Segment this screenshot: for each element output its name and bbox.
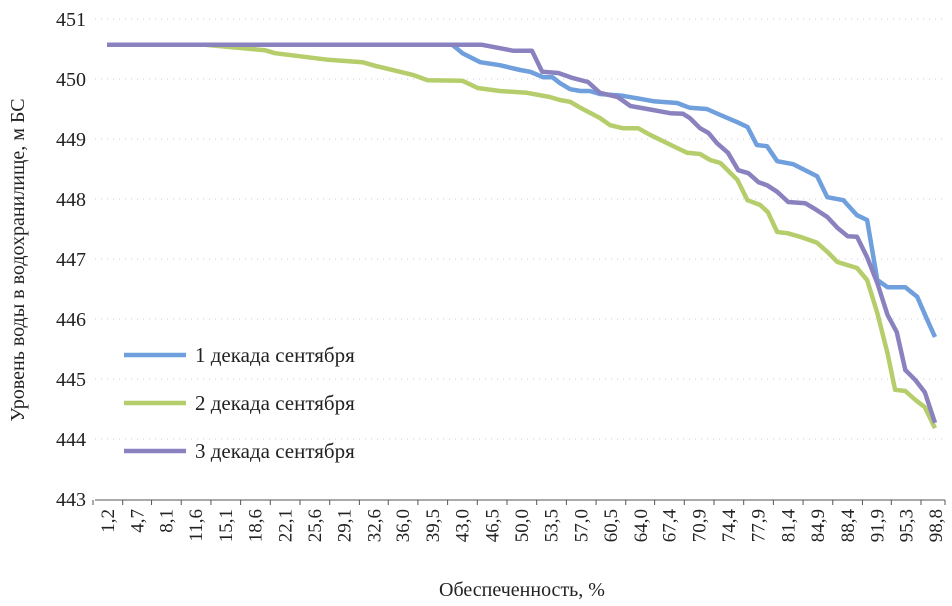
x-tick-label: 91,9: [867, 509, 888, 542]
x-tick-label: 74,4: [719, 509, 740, 543]
x-tick-label: 67,4: [660, 509, 681, 543]
x-tick-label: 11,6: [186, 509, 207, 542]
x-tick-label: 98,8: [926, 509, 947, 542]
y-axis: 443 444 445 446 447 448 449 450 451: [56, 9, 86, 511]
x-tick-label: 53,5: [542, 509, 563, 542]
y-tick-label: 444: [56, 429, 86, 451]
y-tick-label: 448: [56, 189, 86, 211]
x-tick-label: 46,5: [482, 509, 503, 542]
x-tick-label: 64,0: [631, 509, 652, 542]
x-tick-label: 29,1: [335, 509, 356, 542]
legend-label-3: 3 декада сентября: [195, 439, 355, 463]
x-tick-label: 39,5: [423, 509, 444, 542]
x-tick-label: 88,4: [838, 509, 859, 543]
y-tick-label: 447: [56, 249, 86, 271]
x-tick-label: 57,0: [571, 509, 592, 542]
x-tick-label: 4,7: [128, 509, 149, 533]
x-axis-title: Обеспеченность, %: [439, 579, 605, 601]
x-tick-label: 70,9: [689, 509, 710, 542]
y-tick-label: 446: [56, 309, 86, 331]
gridlines: [95, 18, 945, 440]
legend-label-1: 1 декада сентября: [195, 343, 355, 367]
y-tick-label: 450: [56, 69, 86, 91]
legend: 1 декада сентября 2 декада сентября 3 дека…: [124, 343, 355, 463]
y-tick-label: 449: [56, 129, 86, 151]
series-lines: [107, 42, 938, 430]
x-tick-label: 84,9: [808, 509, 829, 542]
x-tick-label: 22,1: [275, 509, 296, 542]
x-tick-label: 81,4: [778, 509, 799, 543]
x-tick-label: 32,6: [364, 509, 385, 542]
y-axis-title: Уровень воды в водохранилище, м БС: [7, 98, 29, 421]
x-tick-label: 50,0: [512, 509, 533, 542]
x-tick-label: 60,5: [601, 509, 622, 542]
x-tick-label: 36,0: [393, 509, 414, 542]
y-tick-label: 445: [56, 369, 86, 391]
series-line-3: [107, 42, 938, 424]
x-axis: 1,2 4,7 8,1 11,6 15,1 18,6 22,1 25,6 29,1 32,6 36,…: [92, 499, 947, 543]
x-tick-label: 8,1: [157, 509, 178, 533]
y-tick-label: 451: [56, 9, 86, 31]
x-tick-label: 95,3: [896, 509, 917, 542]
legend-label-2: 2 декада сентября: [195, 391, 355, 415]
series-line-2: [107, 42, 938, 430]
series-line-1: [107, 42, 938, 338]
x-tick-label: 77,9: [749, 509, 770, 542]
x-tick-label: 1,2: [98, 509, 119, 533]
x-tick-label: 25,6: [305, 509, 326, 542]
y-tick-label: 443: [56, 489, 86, 511]
x-tick-label: 18,6: [246, 509, 267, 542]
x-tick-label: 15,1: [216, 509, 237, 542]
x-tick-label: 43,0: [453, 509, 474, 542]
